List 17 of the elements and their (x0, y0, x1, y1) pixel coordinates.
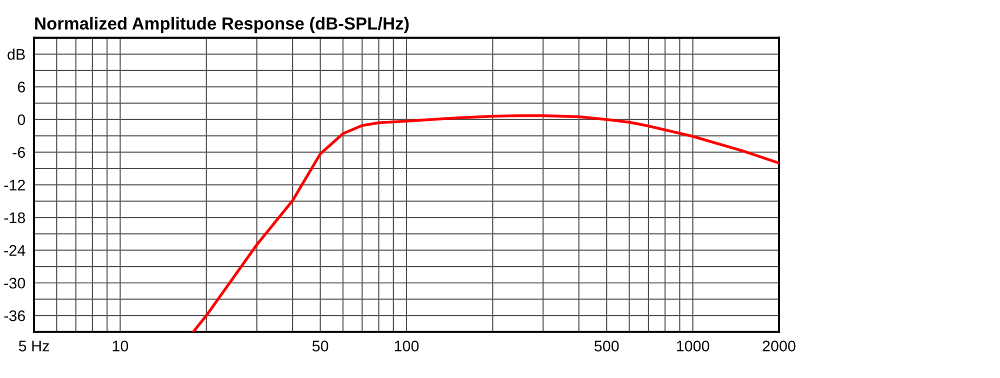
x-tick-label: 100 (394, 340, 419, 352)
y-tick-label: -36 (4, 310, 25, 322)
x-tick-label: 2000 (762, 340, 796, 352)
x-tick-label: 10 (112, 340, 128, 352)
x-tick-label: 5 Hz (18, 340, 49, 352)
y-tick-label: 0 (18, 114, 26, 126)
x-tick-label: 1000 (676, 340, 710, 352)
y-tick-label: 6 (18, 82, 25, 92)
y-tick-label: dB (8, 48, 25, 60)
y-tick-label: -30 (4, 278, 26, 289)
y-tick-label: -6 (12, 147, 25, 158)
y-tick-label: -24 (4, 245, 26, 256)
x-tick-label: 50 (312, 340, 328, 352)
y-tick-label: -18 (4, 212, 26, 224)
chart-title: Normalized Amplitude Response (dB-SPL/Hz) (35, 16, 409, 34)
y-tick-label: -12 (4, 180, 25, 190)
x-tick-label: 500 (594, 340, 619, 352)
